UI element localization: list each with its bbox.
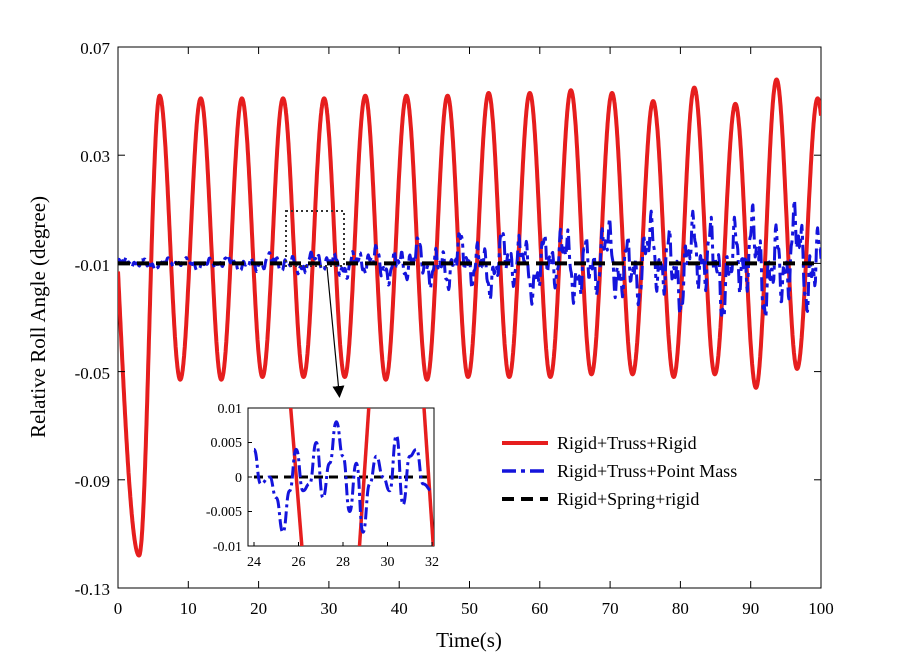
inset-series-group: [252, 408, 434, 546]
x-tick-label: 20: [250, 599, 267, 618]
x-axis-title: Time(s): [436, 628, 502, 652]
main-series-group: [118, 77, 821, 558]
y-tick-label: 0.07: [80, 39, 110, 58]
y-tick-label: -0.05: [75, 364, 110, 383]
y-tick-label: -0.01: [75, 256, 110, 275]
y-tick-label: -0.13: [75, 580, 110, 599]
x-tick-label: 100: [808, 599, 834, 618]
y-tick-label: -0.09: [75, 472, 110, 491]
x-tick-label: 0: [114, 599, 123, 618]
x-tick-label: 90: [742, 599, 759, 618]
inset-x-tick-label: 32: [425, 555, 439, 570]
legend: Rigid+Truss+Rigid Rigid+Truss+Point Mass…: [502, 433, 737, 509]
inset-y-tick-label: 0.005: [211, 436, 243, 451]
inset-y-tick-label: -0.005: [206, 505, 242, 520]
x-tick-label: 60: [531, 599, 548, 618]
x-tick-label: 80: [672, 599, 689, 618]
y-axis-title: Relative Roll Angle (degree): [26, 196, 50, 438]
inset-x-tick-label: 28: [336, 555, 350, 570]
zoom-region-box: [285, 210, 345, 267]
x-tick-label: 40: [391, 599, 408, 618]
y-tick-label: 0.03: [80, 147, 110, 166]
legend-label-rigid-truss-point-mass: Rigid+Truss+Point Mass: [557, 461, 737, 481]
inset-y-tick-label: -0.01: [213, 540, 242, 555]
inset-y-tick-label: 0.01: [218, 402, 243, 417]
inset-y-tick-label: 0: [235, 471, 242, 486]
series-line-rigid-truss-rigid: [118, 77, 821, 558]
inset-line-rigid-truss-rigid: [357, 408, 371, 546]
x-tick-label: 50: [461, 599, 478, 618]
inset-x-tick-label: 30: [381, 555, 395, 570]
inset-line-rigid-truss-point-mass: [252, 420, 433, 534]
zoom-arrow: [326, 266, 345, 398]
x-tick-label: 70: [602, 599, 619, 618]
inset-line-rigid-truss-rigid: [422, 408, 434, 546]
legend-label-rigid-truss-rigid: Rigid+Truss+Rigid: [557, 433, 697, 453]
inset-x-tick-label: 26: [292, 555, 306, 570]
legend-label-rigid-spring-rigid: Rigid+Spring+rigid: [557, 489, 699, 509]
inset-axis-ticks: [248, 407, 433, 547]
axis-ticks: [117, 46, 822, 589]
series-line-rigid-truss-point-mass: [118, 198, 821, 319]
x-tick-label: 30: [320, 599, 337, 618]
x-tick-label: 10: [180, 599, 197, 618]
inset-x-tick-label: 24: [247, 555, 261, 570]
inset-line-rigid-truss-rigid: [288, 408, 304, 546]
